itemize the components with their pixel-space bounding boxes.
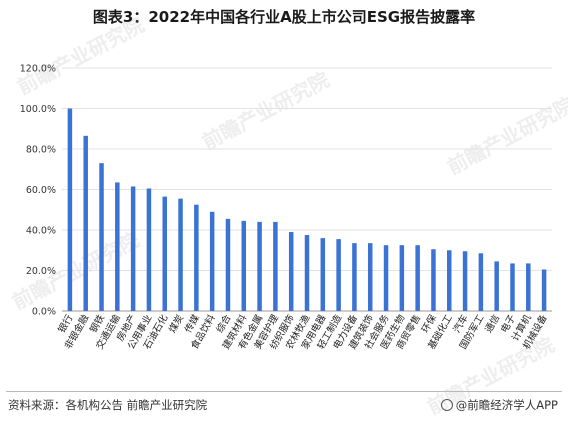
y-tick-label: 0.0% xyxy=(32,307,56,318)
bar xyxy=(257,221,262,311)
bar xyxy=(130,186,136,311)
bar xyxy=(178,198,183,311)
bar xyxy=(288,232,294,311)
bar xyxy=(415,245,420,311)
bar xyxy=(510,263,515,311)
y-tick-label: 100.0% xyxy=(20,104,56,115)
chart-title: 图表3：2022年中国各行业A股上市公司ESG报告披露率 xyxy=(92,8,476,26)
bar xyxy=(225,218,231,311)
bar xyxy=(99,163,104,311)
bar xyxy=(526,263,531,311)
bar xyxy=(494,261,499,311)
bar xyxy=(383,245,389,311)
bar xyxy=(431,249,436,311)
bar xyxy=(194,204,199,311)
x-tick-label: 通信 xyxy=(482,313,502,335)
bar xyxy=(83,135,88,311)
brand-logo-icon xyxy=(440,399,453,411)
bar xyxy=(115,182,120,311)
y-tick-label: 80.0% xyxy=(26,145,56,156)
bar xyxy=(241,220,247,311)
y-tick-label: 20.0% xyxy=(26,266,56,277)
bar xyxy=(541,269,547,311)
bar xyxy=(462,251,468,311)
bar xyxy=(273,221,278,311)
bar xyxy=(367,243,373,311)
y-tick-label: 120.0% xyxy=(20,64,56,75)
bar xyxy=(336,239,341,311)
bar xyxy=(146,188,152,311)
x-tick-label: 煤炭 xyxy=(166,312,186,335)
bar xyxy=(67,108,73,311)
bar xyxy=(320,238,326,311)
bar xyxy=(304,235,310,311)
y-tick-label: 60.0% xyxy=(26,185,56,196)
source-note: 资料来源：各机构公告 前瞻产业研究院 xyxy=(8,398,208,412)
bar xyxy=(352,243,357,311)
bar xyxy=(478,253,484,311)
bar xyxy=(447,250,452,311)
bar-chart: 0.0%20.0%40.0%60.0%80.0%100.0%120.0%银行非银… xyxy=(20,64,552,351)
bar xyxy=(162,196,167,311)
bar xyxy=(209,211,215,311)
bar xyxy=(399,245,405,311)
brand-label: @前瞻经济学人APP xyxy=(440,397,558,413)
footer-divider xyxy=(6,391,562,392)
brand-text: @前瞻经济学人APP xyxy=(455,398,558,412)
y-tick-label: 40.0% xyxy=(26,226,56,237)
